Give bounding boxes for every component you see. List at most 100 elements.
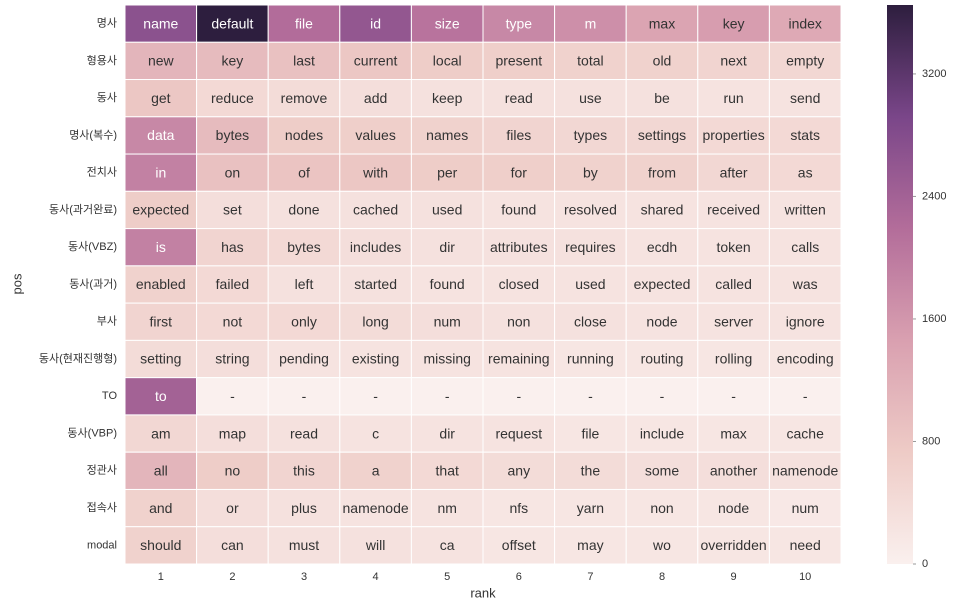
cell-annotation: read	[290, 425, 318, 441]
heatmap-cell	[625, 302, 699, 341]
cell-annotation: overridden	[701, 537, 767, 553]
heatmap-cell	[697, 153, 770, 192]
x-tick-label: 2	[229, 571, 235, 583]
cell-annotation: empty	[786, 53, 824, 69]
heatmap-cell	[124, 339, 198, 379]
heatmap-cell	[697, 302, 770, 341]
cell-annotation: local	[433, 53, 462, 69]
cell-annotation: or	[226, 500, 239, 516]
heatmap-cell	[482, 153, 556, 192]
cell-annotation: non	[507, 313, 530, 329]
cell-annotation: use	[579, 90, 602, 106]
cell-annotation: expected	[132, 202, 189, 218]
heatmap-cell	[554, 265, 627, 304]
cell-annotation: num	[434, 313, 461, 329]
cell-annotation: encoding	[777, 351, 834, 367]
cell-annotation: current	[354, 53, 398, 69]
cell-annotation: for	[511, 164, 528, 180]
heatmap-cell	[267, 302, 341, 341]
cell-annotation: types	[574, 127, 607, 143]
cell-annotation: was	[792, 276, 818, 292]
cell-annotation: setting	[140, 351, 181, 367]
heatmap-cell	[768, 4, 842, 43]
cell-annotation: missing	[423, 351, 470, 367]
heatmap-cell	[267, 526, 341, 565]
cell-annotation: after	[720, 164, 748, 180]
cell-annotation: namenode	[772, 463, 838, 479]
heatmap-cell	[124, 302, 198, 341]
heatmap-cell	[625, 339, 699, 379]
cell-annotation: type	[506, 15, 533, 31]
cell-annotation: -	[731, 388, 736, 404]
cell-annotation: file	[581, 425, 599, 441]
heatmap-cell	[267, 377, 341, 416]
heatmap-cell	[124, 4, 198, 43]
heatmap-cell	[339, 190, 412, 230]
cell-annotation: -	[230, 388, 235, 404]
cell-annotation: written	[784, 202, 826, 218]
x-tick-label: 1	[158, 571, 164, 583]
cell-annotation: on	[225, 164, 241, 180]
cell-annotation: remaining	[488, 351, 549, 367]
heatmap-cell	[768, 41, 842, 81]
colorbar-tick-label: 0	[922, 558, 928, 570]
cell-annotation: key	[222, 53, 244, 69]
cell-annotation: used	[432, 202, 462, 218]
cell-annotation: id	[370, 15, 381, 31]
y-tick-label: modal	[87, 539, 117, 551]
cell-annotation: routing	[641, 351, 684, 367]
cell-annotation: run	[723, 90, 743, 106]
cell-annotation: requires	[565, 239, 616, 255]
cell-annotation: should	[140, 537, 181, 553]
cell-annotation: nm	[437, 500, 456, 516]
cell-annotation: found	[501, 202, 536, 218]
cell-annotation: be	[654, 90, 670, 106]
cell-annotation: done	[288, 202, 319, 218]
heatmap-cell	[482, 451, 556, 490]
cell-annotation: running	[567, 351, 614, 367]
heatmap-cell	[554, 526, 627, 565]
cell-annotation: values	[355, 127, 395, 143]
colorbar-tick-label: 3200	[922, 68, 946, 80]
heatmap-cell	[554, 41, 627, 81]
cell-annotation: only	[291, 313, 317, 329]
cell-annotation: can	[221, 537, 244, 553]
heatmap-cell	[554, 302, 627, 341]
heatmap-cell	[482, 265, 556, 304]
cell-annotation: next	[720, 53, 747, 69]
heatmap-cell	[625, 265, 699, 304]
heatmap-cell	[267, 153, 341, 192]
heatmap-cell	[124, 190, 198, 230]
cell-annotation: max	[649, 15, 675, 31]
heatmap-cell	[625, 488, 699, 528]
heatmap-cell	[267, 451, 341, 490]
heatmap-cell	[482, 41, 556, 81]
cell-annotation: plus	[291, 500, 317, 516]
y-tick-label: 부사	[97, 315, 117, 328]
heatmap-cell	[768, 339, 842, 379]
cell-annotation: that	[436, 463, 459, 479]
cell-annotation: called	[715, 276, 752, 292]
cell-annotation: num	[792, 500, 819, 516]
heatmap-cell	[554, 377, 627, 416]
cell-annotation: -	[302, 388, 307, 404]
heatmap-cell	[482, 228, 556, 267]
cell-annotation: a	[372, 463, 380, 479]
heatmap-cell	[196, 79, 269, 118]
heatmap-cell	[625, 4, 699, 43]
cell-annotation: send	[790, 90, 820, 106]
cell-annotation: am	[151, 425, 170, 441]
heatmap-cell	[196, 414, 269, 453]
heatmap-cell	[124, 488, 198, 528]
heatmap-cell	[196, 153, 269, 192]
cell-annotation: found	[430, 276, 465, 292]
cell-annotation: all	[154, 463, 168, 479]
heatmap-cell	[768, 153, 842, 192]
x-tick-label: 6	[516, 571, 522, 583]
cell-annotation: enabled	[136, 276, 186, 292]
heatmap-cell	[697, 190, 770, 230]
heatmap-cell	[339, 228, 412, 267]
heatmap-cell	[339, 265, 412, 304]
cell-annotation: as	[798, 164, 813, 180]
heatmap-cell	[697, 265, 770, 304]
